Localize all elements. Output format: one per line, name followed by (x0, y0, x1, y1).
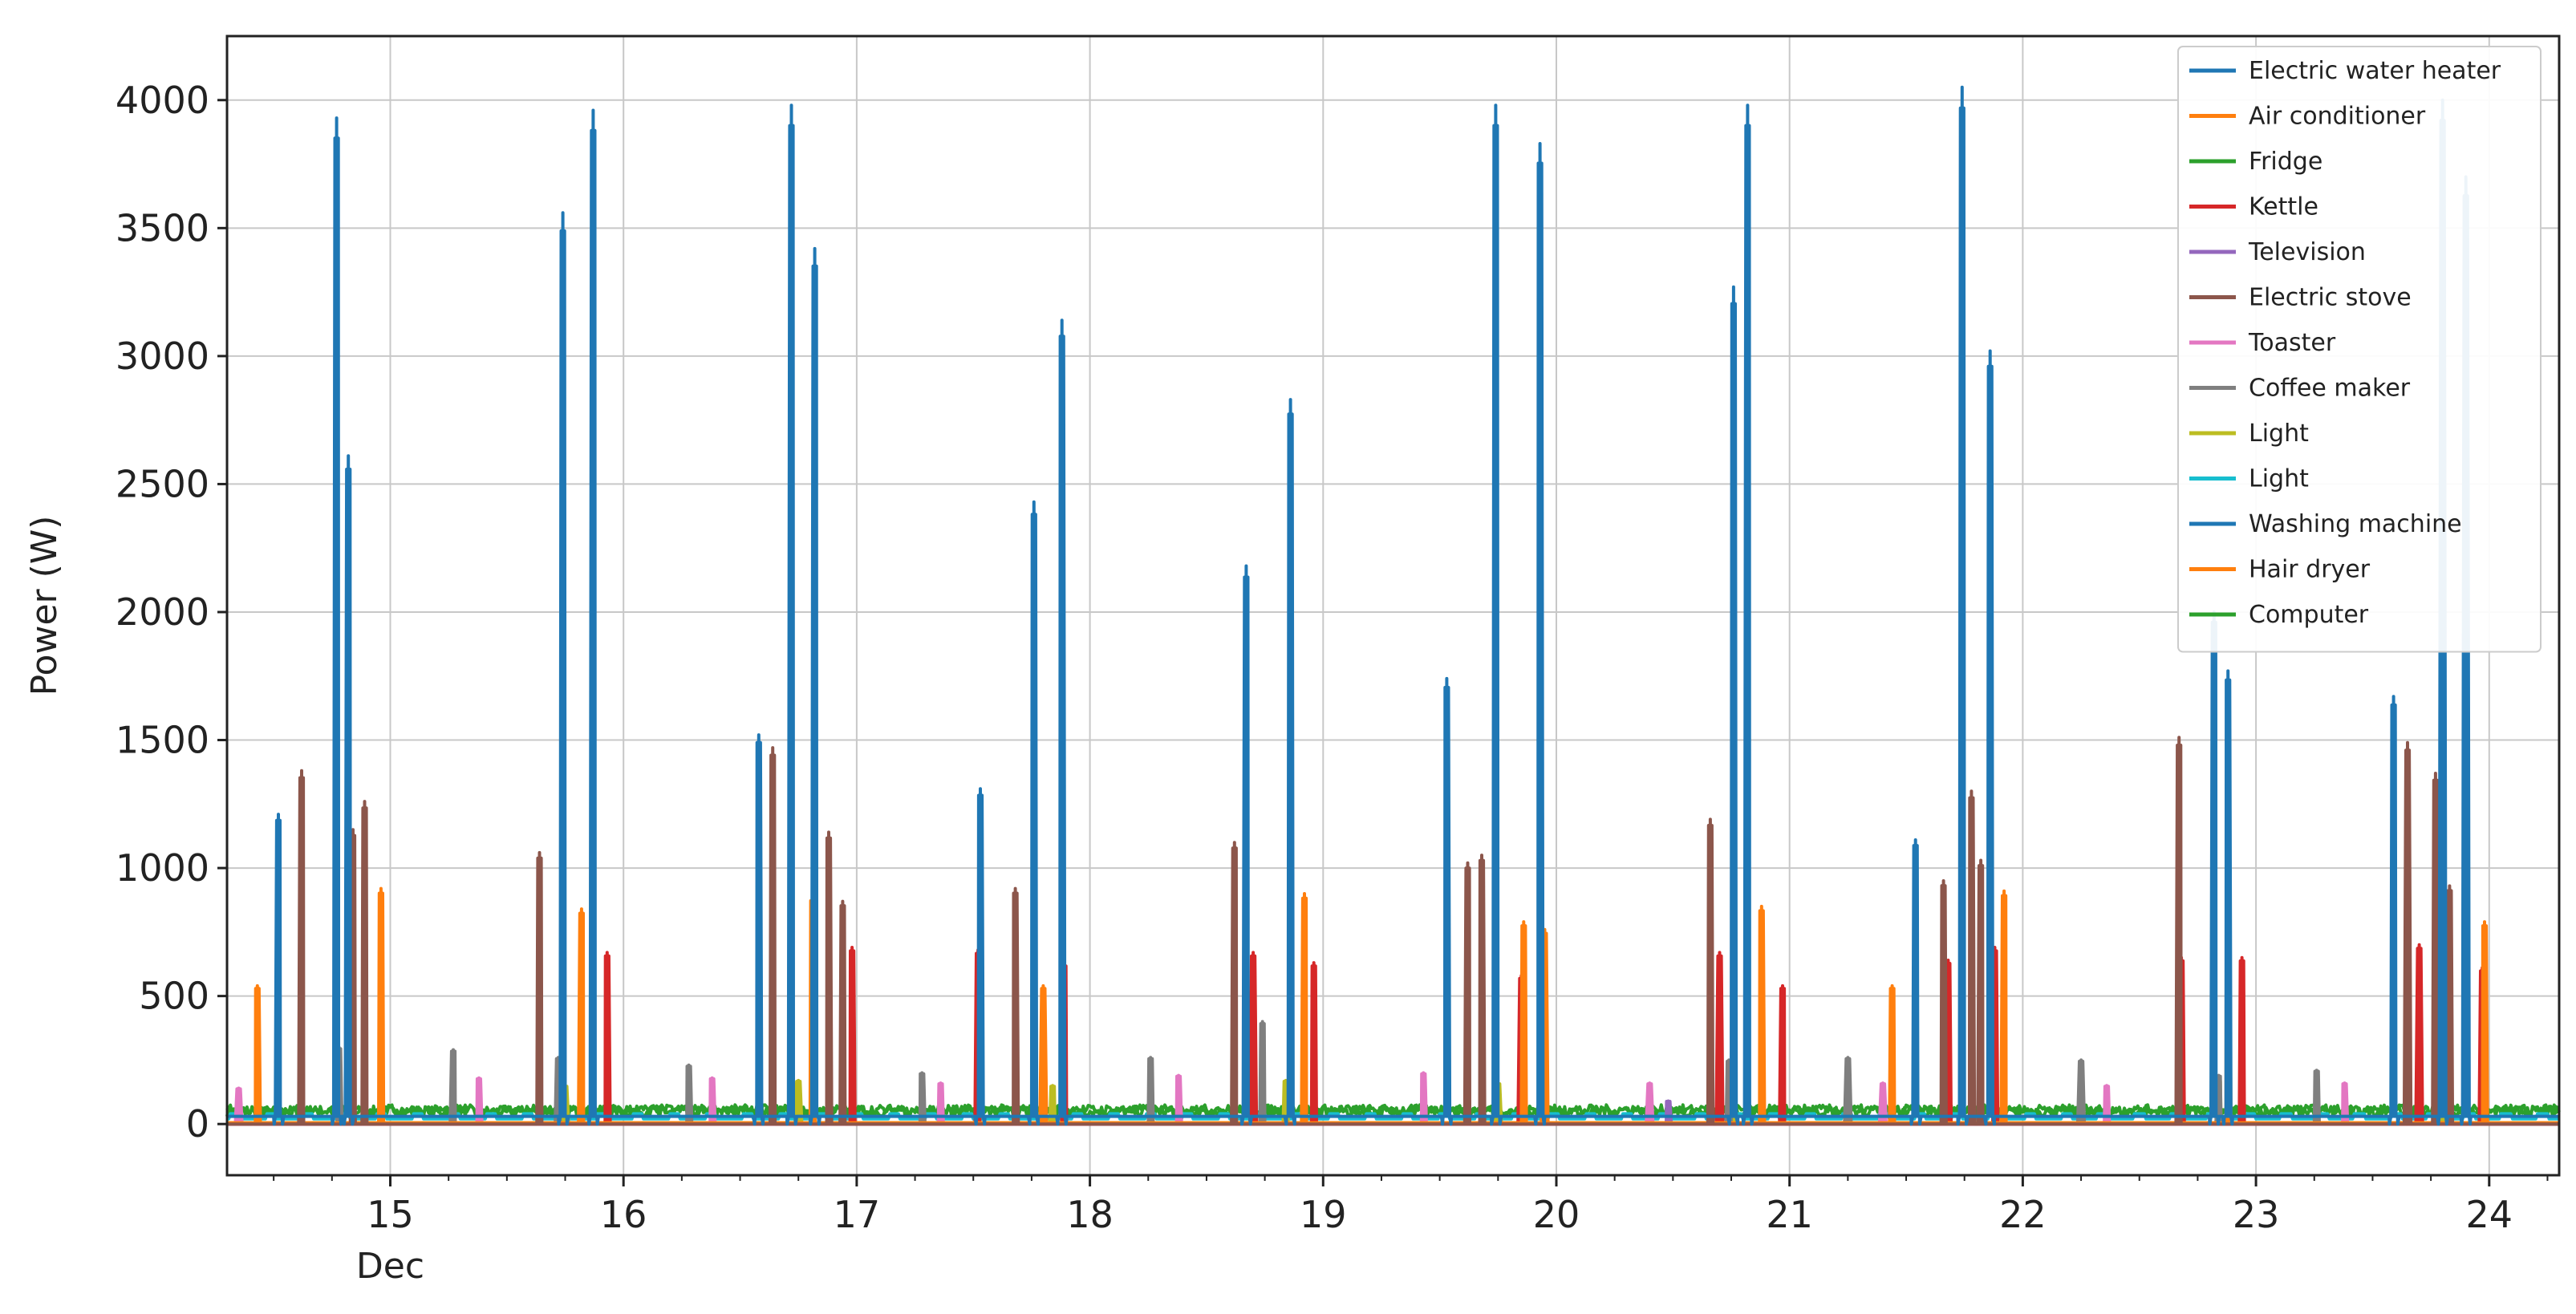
series-line (227, 85, 2559, 1126)
x-tick-label: 23 (2233, 1193, 2280, 1236)
y-tick-label: 0 (186, 1102, 209, 1146)
x-tick-label: 21 (1766, 1193, 1813, 1236)
y-tick-label: 2000 (116, 590, 209, 634)
legend-box (2177, 46, 2542, 653)
legend-label: Hair dryer (2249, 556, 2371, 584)
legend-label: Light (2249, 420, 2309, 448)
x-tick-label: 22 (1999, 1193, 2047, 1236)
x-tick-label: 16 (600, 1193, 647, 1236)
legend-label: Toaster (2248, 329, 2336, 357)
x-axis-ticks: 15 16 17 18 19 20 21 22 23 24 (273, 1175, 2549, 1236)
plot-frame (225, 34, 2561, 1177)
series-line (225, 1103, 2561, 1117)
x-tick-label: 19 (1300, 1193, 1347, 1236)
series-line (227, 943, 2559, 1126)
legend-label: Computer (2249, 601, 2369, 629)
y-tick-label: 2500 (116, 462, 209, 505)
y-tick-label: 1500 (116, 719, 209, 762)
x-tick-label: 24 (2466, 1193, 2513, 1236)
legend: Electric water heater Air conditioner Frid… (2177, 46, 2542, 653)
legend-label: Fridge (2249, 148, 2322, 176)
y-tick-label: 1000 (116, 846, 209, 890)
x-tick-label: 18 (1066, 1193, 1114, 1236)
x-axis-month-label: Dec (356, 1246, 424, 1287)
x-tick-label: 15 (367, 1193, 414, 1236)
x-tick-label: 20 (1533, 1193, 1580, 1236)
legend-label: Coffee maker (2249, 375, 2411, 403)
legend-label: Washing machine (2249, 510, 2462, 538)
legend-label: Kettle (2249, 193, 2318, 221)
y-tick-label: 3000 (116, 335, 209, 378)
legend-label: Electric stove (2249, 284, 2412, 312)
legend-label: Electric water heater (2249, 57, 2501, 85)
y-axis-ticks: 0 500 1000 1500 2000 2500 3000 3500 4000 (116, 79, 227, 1146)
legend-label: Light (2249, 465, 2309, 493)
series-line (227, 886, 2559, 1126)
legend-label: Television (2248, 238, 2366, 266)
series-line (227, 736, 2559, 1126)
y-tick-label: 4000 (116, 79, 209, 122)
y-tick-label: 3500 (116, 206, 209, 249)
y-axis-label: Power (W) (24, 516, 65, 696)
legend-label: Air conditioner (2249, 103, 2426, 131)
series-lines (225, 85, 2561, 1126)
x-tick-label: 17 (834, 1193, 881, 1236)
y-tick-label: 500 (139, 975, 209, 1018)
